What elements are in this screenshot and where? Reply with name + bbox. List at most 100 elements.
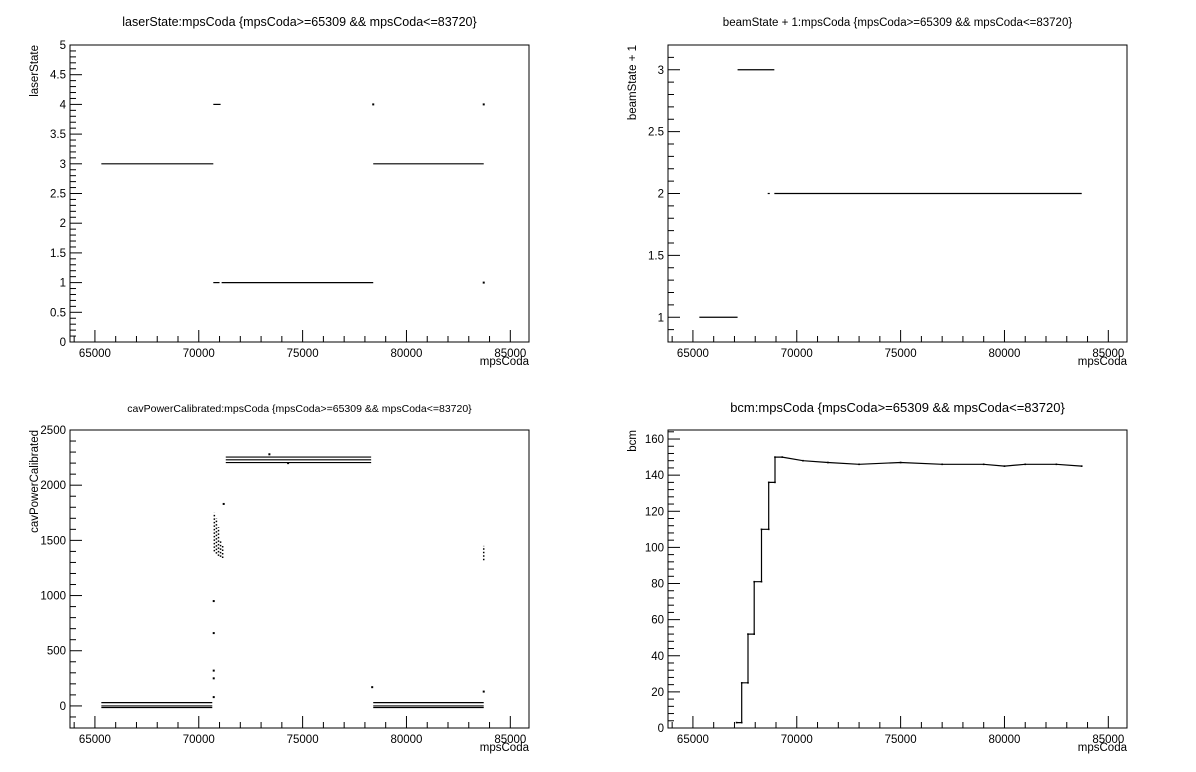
data-point [899, 461, 902, 464]
data-point [747, 633, 749, 635]
y-tick-label: 160 [645, 434, 664, 446]
x-tick-label: 85000 [494, 734, 526, 746]
y-axis-label: bcm [627, 430, 639, 452]
y-tick-label: 2500 [40, 425, 66, 437]
x-tick-label: 80000 [988, 348, 1020, 360]
y-tick-label: 120 [645, 506, 664, 518]
data-series-line [736, 456, 1082, 724]
x-tick-label: 65000 [79, 348, 111, 360]
data-point [774, 456, 776, 458]
data-point [371, 686, 374, 689]
plot-frame [69, 44, 530, 343]
y-tick-label: 1500 [40, 535, 66, 547]
x-axis-label: mpsCoda [1078, 742, 1128, 754]
data-point [482, 103, 485, 106]
y-tick-label: 2.5 [648, 127, 664, 139]
x-tick-label: 80000 [390, 348, 422, 360]
y-tick-label: 3.5 [50, 129, 66, 141]
y-axis-label: beamState + 1 [627, 45, 639, 120]
data-marks [101, 453, 485, 709]
data-point [212, 669, 215, 672]
data-point [287, 462, 290, 465]
data-point [1055, 463, 1058, 466]
data-point [212, 677, 215, 680]
y-axis-label: cavPowerCalibrated [29, 430, 41, 533]
data-marks [101, 103, 485, 284]
y-tick-label: 0 [658, 723, 664, 735]
x-axis-label: mpsCoda [480, 356, 530, 368]
data-point [760, 580, 763, 583]
y-tick-label: 2000 [40, 480, 66, 492]
plot-frame [667, 429, 1128, 729]
y-tick-label: 2 [60, 218, 66, 230]
y-tick-label: 0 [60, 701, 66, 713]
data-point [774, 481, 776, 484]
x-tick-label: 85000 [1092, 348, 1124, 360]
data-point [735, 721, 738, 724]
data-point [482, 281, 485, 284]
data-point [760, 528, 763, 531]
y-tick-label: 1.5 [648, 250, 664, 262]
data-point [747, 682, 749, 684]
data-point [753, 580, 755, 583]
data-point [941, 463, 943, 466]
plot-panel: cavPowerCalibrated:mpsCoda {mpsCoda>=653… [29, 403, 530, 754]
x-tick-label: 65000 [677, 348, 709, 360]
y-tick-label: 100 [645, 542, 664, 554]
x-tick-label: 70000 [183, 734, 215, 746]
chart-title: beamState + 1:mpsCoda {mpsCoda>=65309 &&… [723, 17, 1073, 29]
y-tick-label: 4 [60, 99, 67, 111]
data-point [740, 682, 743, 684]
x-tick-label: 70000 [781, 734, 813, 746]
y-tick-label: 2.5 [50, 189, 66, 201]
y-tick-label: 1 [658, 312, 664, 324]
chart-title: bcm:mpsCoda {mpsCoda>=65309 && mpsCoda<=… [730, 400, 1065, 415]
plot-panel: laserState:mpsCoda {mpsCoda>=65309 && mp… [29, 15, 530, 368]
x-tick-label: 70000 [183, 348, 215, 360]
data-point [1080, 465, 1083, 467]
x-tick-label: 65000 [79, 734, 111, 746]
x-tick-label: 85000 [1092, 734, 1124, 746]
y-tick-label: 20 [651, 687, 664, 699]
y-tick-label: 500 [47, 646, 66, 658]
data-point [767, 481, 770, 484]
x-tick-label: 65000 [677, 734, 709, 746]
y-axis-label: laserState [29, 45, 41, 97]
y-tick-label: 3 [60, 159, 66, 171]
y-tick-label: 3 [658, 65, 664, 77]
y-tick-label: 60 [651, 615, 664, 627]
x-tick-label: 80000 [988, 734, 1020, 746]
chart-title: laserState:mpsCoda {mpsCoda>=65309 && mp… [122, 15, 476, 29]
data-point [982, 463, 985, 466]
data-point [212, 632, 215, 635]
x-tick-label: 70000 [781, 348, 813, 360]
data-point [222, 502, 225, 505]
chart-title: cavPowerCalibrated:mpsCoda {mpsCoda>=653… [127, 403, 472, 415]
data-point [767, 528, 770, 531]
y-tick-label: 1 [60, 278, 66, 290]
data-point [482, 690, 485, 693]
data-point [212, 600, 215, 603]
plot-panel: beamState + 1:mpsCoda {mpsCoda>=65309 &&… [627, 17, 1128, 368]
x-tick-label: 75000 [885, 348, 917, 360]
x-axis-label: mpsCoda [1078, 356, 1128, 368]
y-tick-label: 140 [645, 470, 664, 482]
y-tick-label: 2 [658, 189, 664, 201]
x-tick-label: 75000 [287, 734, 319, 746]
data-point [740, 721, 743, 724]
data-marks [699, 69, 1082, 318]
data-point [802, 459, 804, 462]
data-point [781, 456, 784, 458]
data-point [1024, 463, 1027, 466]
y-tick-label: 40 [651, 651, 664, 663]
data-point [858, 463, 860, 466]
data-point [372, 103, 375, 106]
x-tick-label: 75000 [885, 734, 917, 746]
y-tick-label: 0.5 [50, 307, 66, 319]
y-tick-label: 4.5 [50, 70, 66, 82]
plot-panel: bcm:mpsCoda {mpsCoda>=65309 && mpsCoda<=… [627, 400, 1128, 754]
data-point [268, 453, 271, 456]
y-tick-label: 1.5 [50, 248, 66, 260]
plot-frame [69, 429, 530, 729]
